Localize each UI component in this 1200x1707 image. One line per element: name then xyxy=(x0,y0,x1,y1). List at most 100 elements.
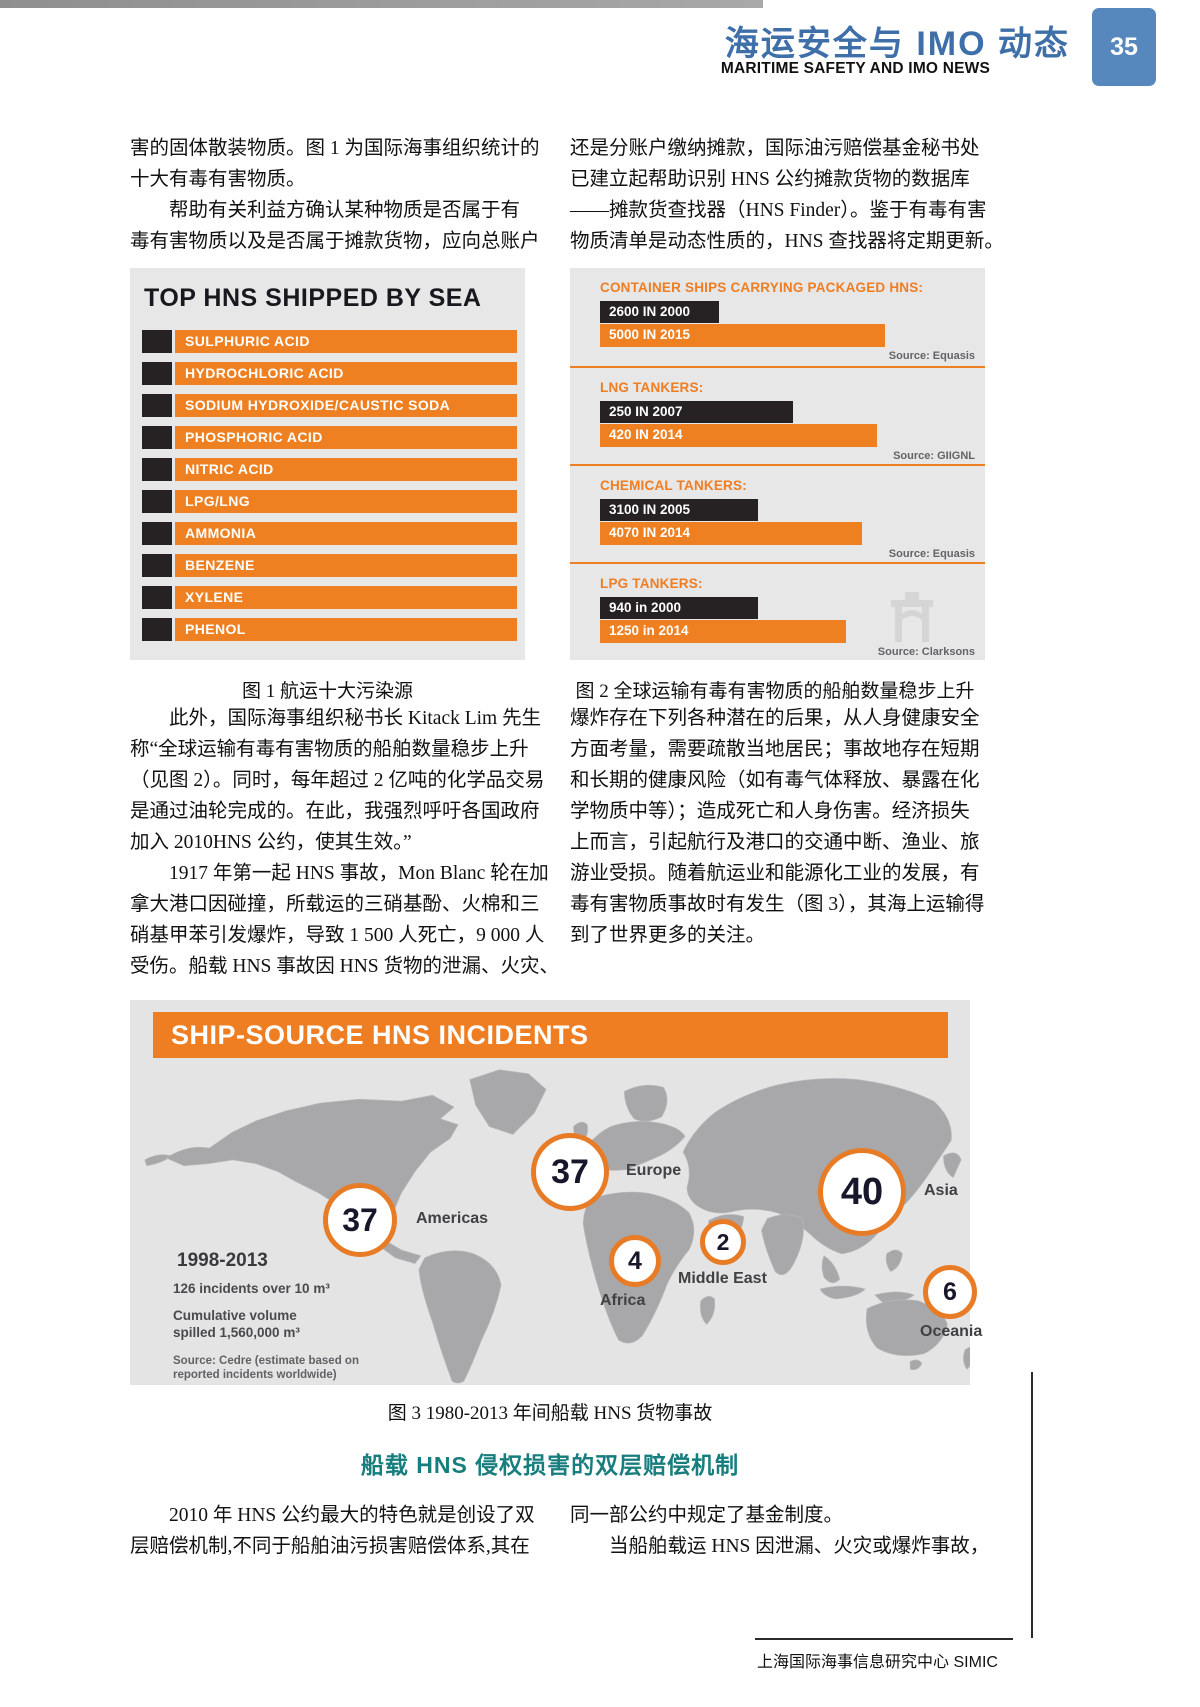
right-column-mid-text: 爆炸存在下列各种潜在的后果，从人身健康安全 方面考量，需要疏散当地居民；事故地存在… xyxy=(570,703,990,951)
fig1-row-label: LPG/LNG xyxy=(185,493,251,509)
fig2-section: CONTAINER SHIPS CARRYING PACKAGED HNS: 26… xyxy=(570,268,985,366)
fig1-row: AMMONIA xyxy=(142,522,517,545)
fig2-bar: 1250 in 2014 xyxy=(600,620,846,643)
text-line: 游业受损。随着航运业和能源化工业的发展，有 xyxy=(570,863,980,884)
figure1-top-hns-panel: TOP HNS SHIPPED BY SEA SULPHURIC ACID HYD… xyxy=(130,268,525,660)
fig2-section-header: CHEMICAL TANKERS: xyxy=(600,478,747,493)
fig2-bar: 420 IN 2014 xyxy=(600,424,877,447)
fig2-section-header: CONTAINER SHIPS CARRYING PACKAGED HNS: xyxy=(600,280,924,295)
fig1-row: SULPHURIC ACID xyxy=(142,330,517,353)
fig1-row-bar: PHENOL xyxy=(175,618,517,641)
fig1-row-swatch xyxy=(142,394,172,417)
text-line: 1917 年第一起 HNS 事故，Mon Blanc 轮在加 xyxy=(130,863,549,884)
map-label-africa: Africa xyxy=(600,1292,646,1309)
world-map: 1998-2013 126 incidents over 10 m³ Cumula… xyxy=(130,1062,982,1385)
fig1-row-swatch xyxy=(142,586,172,609)
fig2-source-label: Source: Clarksons xyxy=(877,646,975,658)
fig2-section: LPG TANKERS: 940 in 2000 1250 in 2014 Sourc… xyxy=(570,562,985,660)
section-heading: 船载 HNS 侵权损害的双层赔偿机制 xyxy=(360,1452,740,1478)
map-source: Source: Cedre (estimate based on reported… xyxy=(173,1354,359,1382)
fig1-row: BENZENE xyxy=(142,554,517,577)
fig1-row-bar: SULPHURIC ACID xyxy=(175,330,517,353)
map-stat-line: spilled 1,560,000 m³ xyxy=(173,1325,300,1340)
text-line: 学物质中等）；造成死亡和人身伤害。经济损失 xyxy=(570,801,970,822)
text-line: 毒有害物质以及是否属于摊款货物，应向总账户 xyxy=(130,231,540,252)
fig2-bar: 250 IN 2007 xyxy=(600,401,793,423)
footer-publisher: 上海国际海事信息研究中心 SIMIC xyxy=(757,1654,998,1671)
fig1-row-swatch xyxy=(142,426,172,449)
map-label-americas: Americas xyxy=(416,1210,489,1227)
fig2-bar: 5000 IN 2015 xyxy=(600,324,885,347)
fig2-source-label: Source: GIIGNL xyxy=(893,450,975,462)
text-line: 同一部公约中规定了基金制度。 xyxy=(570,1505,844,1526)
text-line: 毒有害物质事故时有发生（图 3），其海上运输得 xyxy=(570,894,985,915)
text-line: 帮助有关利益方确认某种物质是否属于有 xyxy=(130,200,521,221)
left-column-mid-text: 此外，国际海事组织秘书长 Kitack Lim 先生 称“全球运输有毒有害物质的船… xyxy=(130,703,559,982)
map-marker-middle-east: 2 xyxy=(700,1219,746,1265)
text-line: 上而言，引起航行及港口的交通中断、渔业、旅 xyxy=(570,832,980,853)
fig1-row-swatch xyxy=(142,618,172,641)
map-label-europe: Europe xyxy=(626,1162,682,1179)
text-line: 物质清单是动态性质的，HNS 查找器将定期更新。 xyxy=(570,231,1004,252)
right-column-rule xyxy=(1031,1372,1033,1638)
text-line: 到了世界更多的关注。 xyxy=(570,925,766,946)
fig1-row-label: PHOSPHORIC ACID xyxy=(185,429,323,445)
text-line: 拿大港口因碰撞，所载运的三硝基酚、火棉和三 xyxy=(130,894,540,915)
fig1-row: PHOSPHORIC ACID xyxy=(142,426,517,449)
clarksons-monument-watermark xyxy=(891,592,933,647)
map-source-line: reported incidents worldwide) xyxy=(173,1369,337,1381)
fig1-row: SODIUM HYDROXIDE/CAUSTIC SODA xyxy=(142,394,517,417)
fig2-source-label: Source: Equasis xyxy=(888,548,975,560)
figure1-title: TOP HNS SHIPPED BY SEA xyxy=(144,284,482,312)
text-line: 此外，国际海事组织秘书长 Kitack Lim 先生 xyxy=(130,708,542,729)
text-line: 已建立起帮助识别 HNS 公约摊款货物的数据库 xyxy=(570,169,970,190)
fig1-row-bar: LPG/LNG xyxy=(175,490,517,513)
fig1-row-bar: BENZENE xyxy=(175,554,517,577)
map-label-asia: Asia xyxy=(924,1182,958,1199)
map-stats: 126 incidents over 10 m³ Cumulative volum… xyxy=(173,1280,330,1341)
figure1-caption: 图 1 航运十大污染源 xyxy=(241,681,413,702)
text-line: 加入 2010HNS 公约，使其生效。” xyxy=(130,832,412,853)
map-label-middle-east: Middle East xyxy=(678,1270,767,1287)
left-column-top-text: 害的固体散装物质。图 1 为国际海事组织统计的 十大有毒有害物质。 帮助有关利益方… xyxy=(130,133,548,257)
right-column-bottom-text: 同一部公约中规定了基金制度。 当船舶载运 HNS 因泄漏、火灾或爆炸事故， xyxy=(570,1498,990,1560)
text-line: 当船舶载运 HNS 因泄漏、火灾或爆炸事故， xyxy=(570,1536,990,1557)
fig2-section: LNG TANKERS: 250 IN 2007 420 IN 2014 Source… xyxy=(570,366,985,464)
map-marker-americas: 37 xyxy=(323,1183,397,1257)
fig2-bar: 4070 IN 2014 xyxy=(600,522,862,545)
figure1-rows: SULPHURIC ACID HYDROCHLORIC ACID SODIUM HY… xyxy=(142,330,517,650)
fig1-row-label: SODIUM HYDROXIDE/CAUSTIC SODA xyxy=(185,397,451,413)
text-line: 还是分账户缴纳摊款，国际油污赔偿基金秘书处 xyxy=(570,138,980,159)
map-label-oceania: Oceania xyxy=(920,1323,983,1340)
text-line: 和长期的健康风险（如有毒气体释放、暴露在化 xyxy=(570,770,980,791)
map-source-line: Source: Cedre (estimate based on xyxy=(173,1355,359,1367)
figure2-caption: 图 2 全球运输有毒有害物质的船舶数量稳步上升 xyxy=(575,681,975,702)
text-line: 称“全球运输有毒有害物质的船舶数量稳步上升 xyxy=(130,739,529,760)
fig1-row-bar: HYDROCHLORIC ACID xyxy=(175,362,517,385)
figure3-caption: 图 3 1980-2013 年间船载 HNS 货物事故 xyxy=(387,1403,713,1424)
fig1-row-bar: AMMONIA xyxy=(175,522,517,545)
fig1-row-bar: PHOSPHORIC ACID xyxy=(175,426,517,449)
map-marker-europe: 37 xyxy=(531,1133,609,1211)
text-line: 是通过油轮完成的。在此，我强烈呼吁各国政府 xyxy=(130,801,540,822)
fig1-row-label: XYLENE xyxy=(185,589,244,605)
map-marker-asia: 40 xyxy=(818,1148,906,1236)
map-stat-line: 126 incidents over 10 m³ xyxy=(173,1281,330,1296)
fig1-row-swatch xyxy=(142,554,172,577)
fig1-row-bar: NITRIC ACID xyxy=(175,458,517,481)
fig1-row-swatch xyxy=(142,522,172,545)
text-line: ——摊款货查找器（HNS Finder）。鉴于有毒有害 xyxy=(570,200,987,221)
text-line: （见图 2）。同时，每年超过 2 亿吨的化学品交易 xyxy=(130,770,545,791)
fig1-row-label: SULPHURIC ACID xyxy=(185,333,310,349)
map-marker-oceania: 6 xyxy=(923,1265,977,1319)
text-line: 硝基甲苯引发爆炸，导致 1 500 人死亡，9 000 人 xyxy=(130,925,545,946)
text-line: 层赔偿机制,不同于船舶油污损害赔偿体系,其在 xyxy=(130,1536,530,1557)
fig1-row-swatch xyxy=(142,490,172,513)
page-number-badge: 35 xyxy=(1092,8,1156,86)
fig1-row-bar: XYLENE xyxy=(175,586,517,609)
fig2-bar: 940 in 2000 xyxy=(600,597,758,619)
text-line: 十大有毒有害物质。 xyxy=(130,169,306,190)
fig1-row: NITRIC ACID xyxy=(142,458,517,481)
fig1-row-label: PHENOL xyxy=(185,621,246,637)
